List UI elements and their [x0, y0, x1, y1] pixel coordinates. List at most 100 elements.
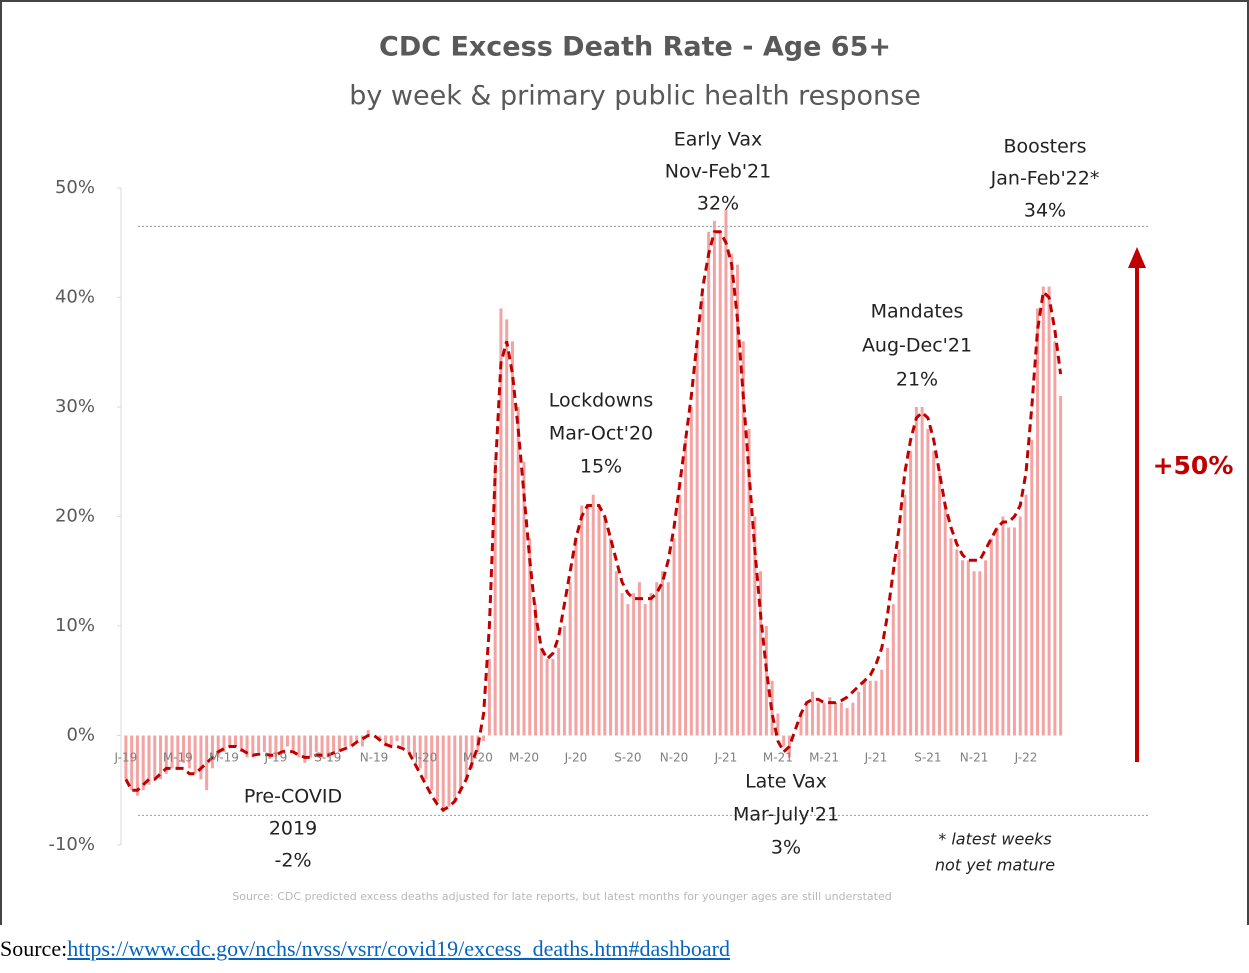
bar	[320, 735, 324, 758]
bar	[268, 735, 272, 758]
bar	[707, 231, 711, 736]
bar	[684, 439, 688, 736]
bar	[384, 735, 388, 747]
annotation: Early Vax	[674, 129, 762, 151]
source-link[interactable]: https://www.cdc.gov/nchs/nvss/vsrr/covid…	[67, 936, 730, 961]
y-tick-label: -10%	[48, 834, 95, 855]
bar	[776, 713, 780, 736]
source-note: Source: CDC predicted excess deaths adju…	[232, 890, 891, 903]
bar	[395, 735, 399, 741]
bar	[805, 702, 809, 736]
bar	[222, 735, 226, 752]
bar	[643, 604, 647, 736]
bar	[280, 735, 284, 752]
x-tick-label: J-20	[564, 751, 588, 765]
footer-label: Source:	[0, 936, 68, 961]
bar	[516, 407, 520, 736]
bar	[135, 735, 139, 796]
bar	[649, 593, 653, 736]
x-tick-label: M-20	[463, 751, 493, 765]
annotation: 2019	[269, 818, 317, 840]
y-tick-label: 50%	[55, 177, 95, 198]
bar	[551, 658, 555, 736]
bar	[741, 341, 745, 736]
bar	[435, 735, 439, 802]
bar	[482, 735, 486, 741]
bar	[303, 735, 307, 763]
bar	[234, 735, 238, 747]
annotation: Pre-COVID	[244, 786, 342, 808]
annotation: * latest weeks	[938, 830, 1052, 849]
bar	[926, 428, 930, 736]
y-tick-label: 0%	[66, 725, 95, 746]
y-tick-label: 10%	[55, 615, 95, 636]
x-tick-label: N-19	[360, 751, 389, 765]
bar	[453, 735, 457, 802]
bar	[510, 341, 514, 736]
bar	[949, 538, 953, 736]
bar	[343, 735, 347, 747]
bar	[193, 735, 197, 774]
change-label: +50%	[1153, 451, 1234, 480]
bar	[897, 549, 901, 736]
bar	[620, 593, 624, 736]
x-tick-label: M-21	[763, 751, 793, 765]
bar	[747, 428, 751, 736]
bar	[124, 735, 128, 780]
bar	[499, 308, 503, 736]
bar	[441, 735, 445, 813]
bar	[1024, 494, 1028, 736]
bar	[1007, 527, 1011, 736]
bar	[909, 450, 913, 736]
bar	[603, 516, 607, 736]
bar	[355, 735, 359, 741]
x-tick-label: M-19	[209, 751, 239, 765]
annotation: 15%	[580, 456, 622, 478]
bar	[753, 516, 757, 736]
bar	[689, 407, 693, 736]
bar	[995, 527, 999, 736]
bar	[366, 730, 370, 736]
bar	[291, 735, 295, 752]
bar	[239, 735, 243, 752]
bar	[568, 582, 572, 736]
bar	[1018, 516, 1022, 736]
bar	[903, 494, 907, 736]
bar	[978, 571, 982, 736]
bar	[984, 560, 988, 736]
annotation: not yet mature	[935, 856, 1055, 875]
bar	[245, 735, 249, 758]
x-tick-label: N-21	[960, 751, 989, 765]
bar	[309, 735, 313, 758]
bar	[609, 538, 613, 736]
bar	[626, 604, 630, 736]
bar	[1036, 308, 1040, 736]
bar	[730, 253, 734, 736]
bar	[724, 209, 728, 736]
x-tick-label: J-21	[714, 751, 738, 765]
bar	[880, 669, 884, 736]
bar	[966, 560, 970, 736]
x-tick-label: J-20	[414, 751, 438, 765]
bar	[459, 735, 463, 791]
bar	[251, 735, 255, 758]
bar	[141, 735, 145, 791]
bar	[412, 735, 416, 758]
bar	[857, 691, 861, 736]
bar	[274, 735, 278, 758]
annotation: -2%	[275, 850, 312, 872]
bar	[505, 319, 509, 736]
bar	[147, 735, 151, 785]
bar	[759, 571, 763, 736]
bar	[580, 505, 584, 736]
bar	[828, 697, 832, 736]
bar	[1041, 286, 1045, 736]
bar	[349, 735, 353, 747]
annotation: Late Vax	[745, 771, 827, 793]
bar	[326, 735, 330, 758]
x-tick-label: S-21	[914, 751, 941, 765]
bar	[845, 708, 849, 736]
annotation: Jan-Feb'22*	[990, 168, 1100, 190]
annotation: Nov-Feb'21	[665, 161, 771, 183]
bar	[736, 264, 740, 736]
